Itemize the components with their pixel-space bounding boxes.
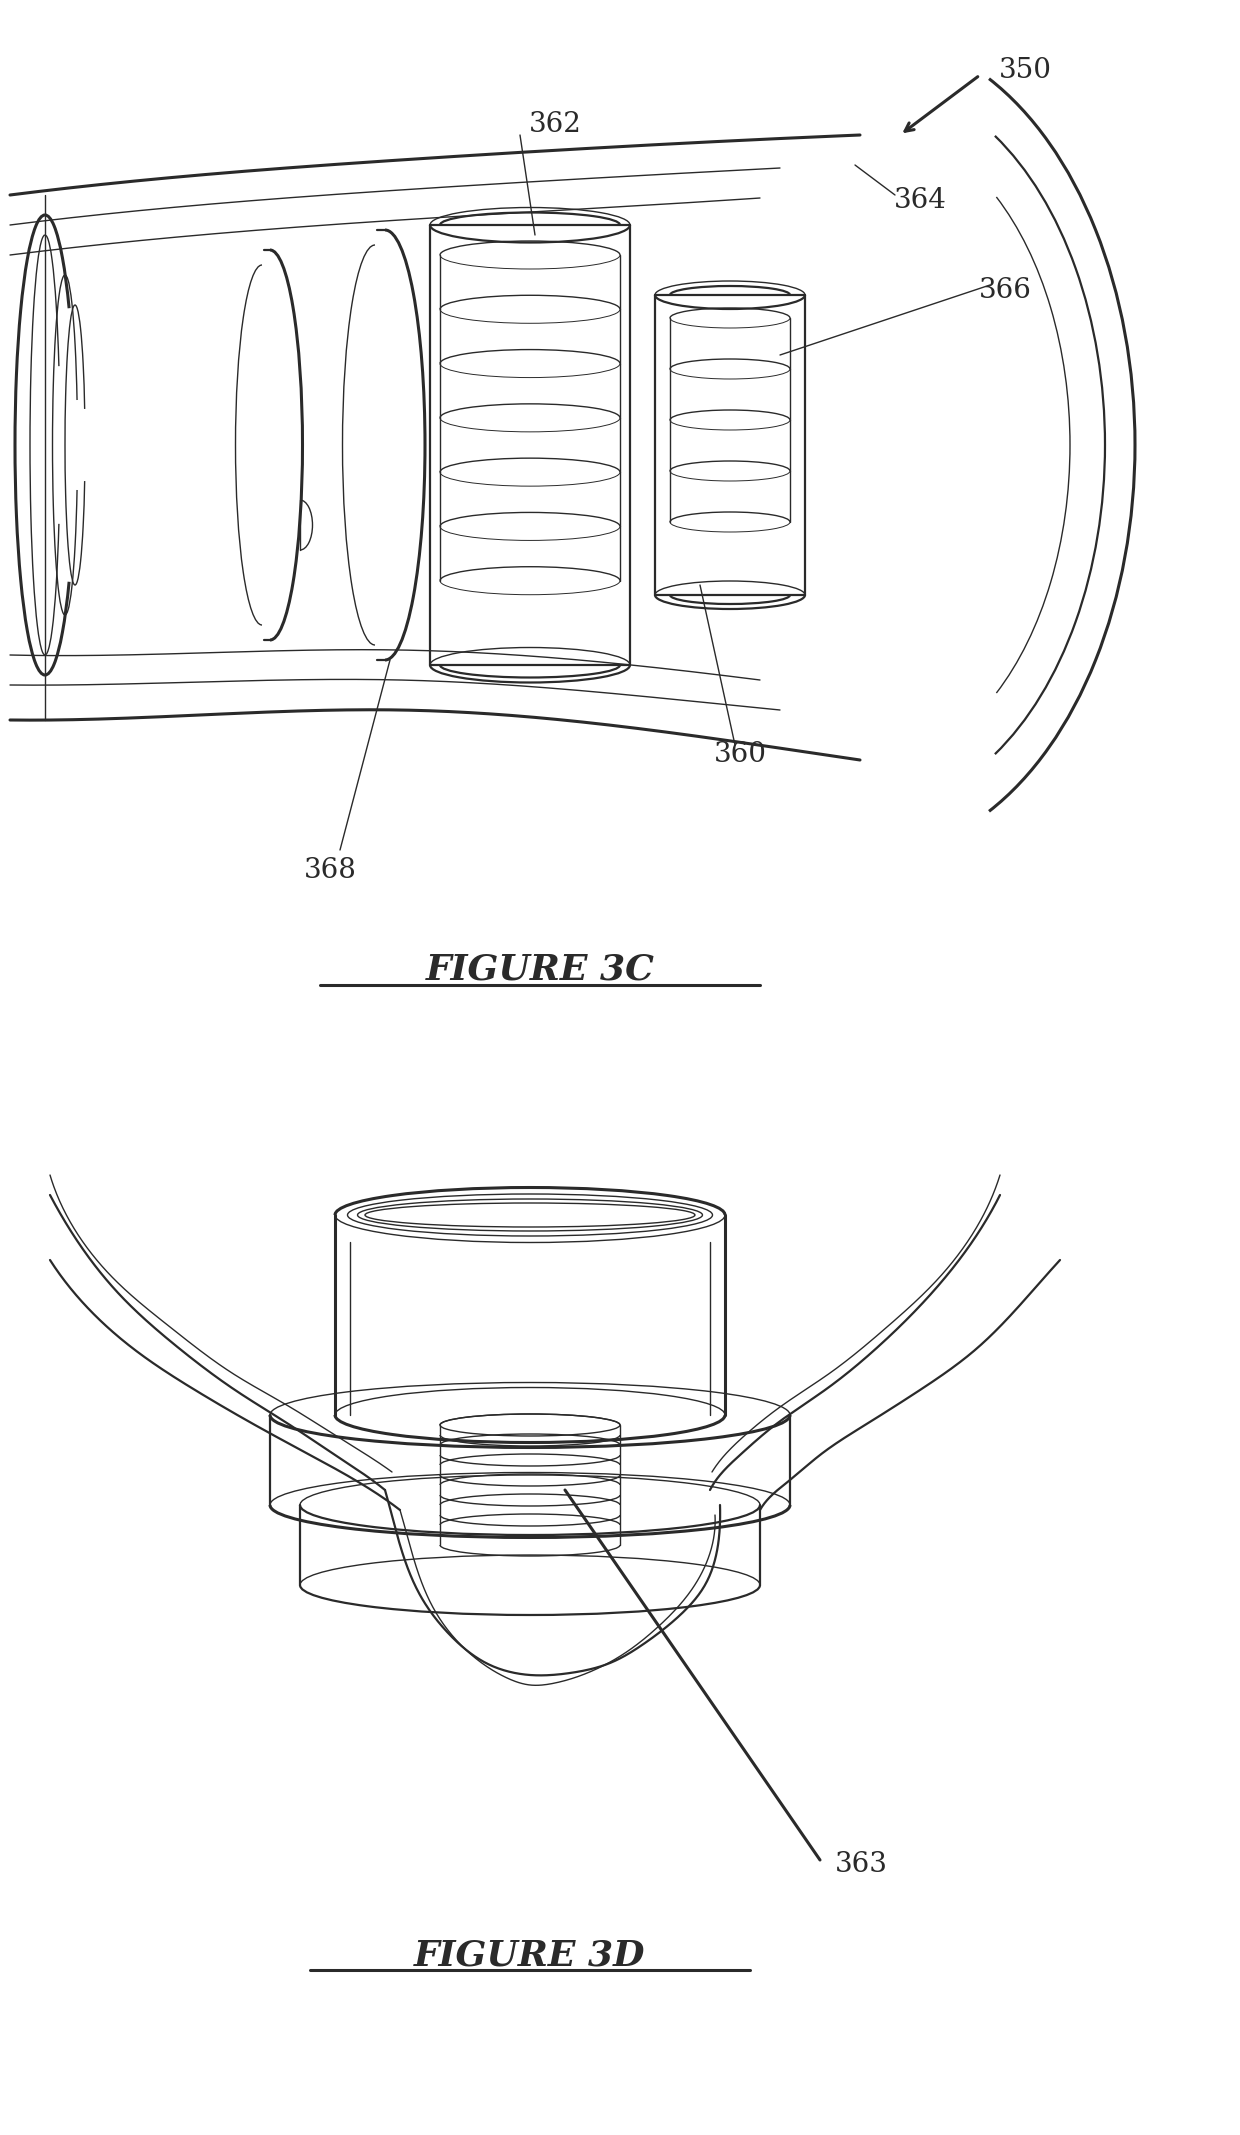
Text: 360: 360 [713,741,766,769]
Text: 362: 362 [528,111,582,139]
Text: 364: 364 [894,186,946,214]
Text: FIGURE 3D: FIGURE 3D [414,1939,646,1973]
Text: 350: 350 [998,56,1052,83]
Text: 363: 363 [835,1851,888,1879]
Text: FIGURE 3C: FIGURE 3C [425,952,655,986]
Text: 368: 368 [304,856,356,884]
Text: 366: 366 [978,278,1032,303]
